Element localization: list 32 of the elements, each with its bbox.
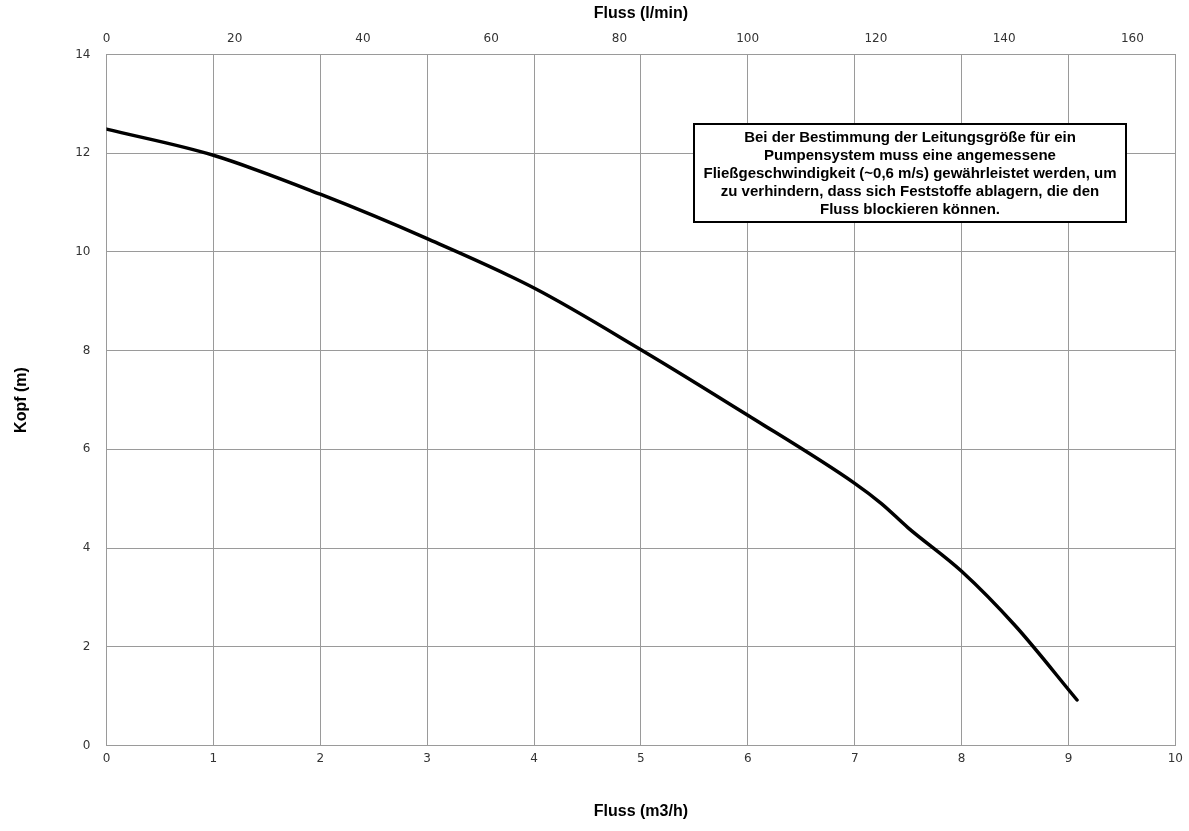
y-tick-label: 14 [75,46,91,61]
x-tick-label: 8 [957,750,966,765]
y-tick-label: 8 [82,342,91,357]
y-tick-label: 2 [82,638,91,653]
x2-tick-label: 20 [227,30,243,45]
x-tick-label: 4 [530,750,538,765]
x2-tick-label: 160 [1120,30,1144,45]
y-tick-label: 6 [82,441,91,456]
x-tick-label: 3 [423,750,431,765]
y-tick-label: 0 [82,737,91,752]
y-tick-label: 10 [75,244,91,259]
x2-tick-label: 40 [355,30,371,45]
x2-axis-title: Fluss (l/min) [593,4,689,22]
annotation: Bei der Bestimmung der Leitungsgröße für ein Pumpensystem muss eine angemessene Fließgeschwindigkeit (~0,6 m/s) gewährleistet werden, um zu verhindern, dass sich Feststoffe ablagern, die den Fluss blockieren können. [693,123,1127,223]
x-tick-label: 0 [102,750,111,765]
y-tick-label: 4 [82,540,91,555]
x2-tick-label: 0 [102,30,111,45]
x2-tick-label: 100 [736,30,760,45]
y-axis-title: Kopf (m) [12,367,30,433]
x-tick-label: 7 [850,750,859,765]
x-axis-title: Fluss (m3/h) [593,801,689,819]
x-tick-label: 9 [1064,750,1073,765]
x2-tick-label: 140 [992,30,1016,45]
y-tick-label: 12 [75,145,91,160]
x-tick-label: 2 [316,750,325,765]
x2-tick-label: 60 [483,30,499,45]
x-tick-label: 1 [209,750,218,765]
x2-tick-label: 80 [611,30,628,45]
x2-tick-label: 120 [864,30,888,45]
x-tick-label: 6 [743,750,752,765]
x-tick-label: 5 [637,750,645,765]
x-tick-label: 10 [1167,750,1184,765]
